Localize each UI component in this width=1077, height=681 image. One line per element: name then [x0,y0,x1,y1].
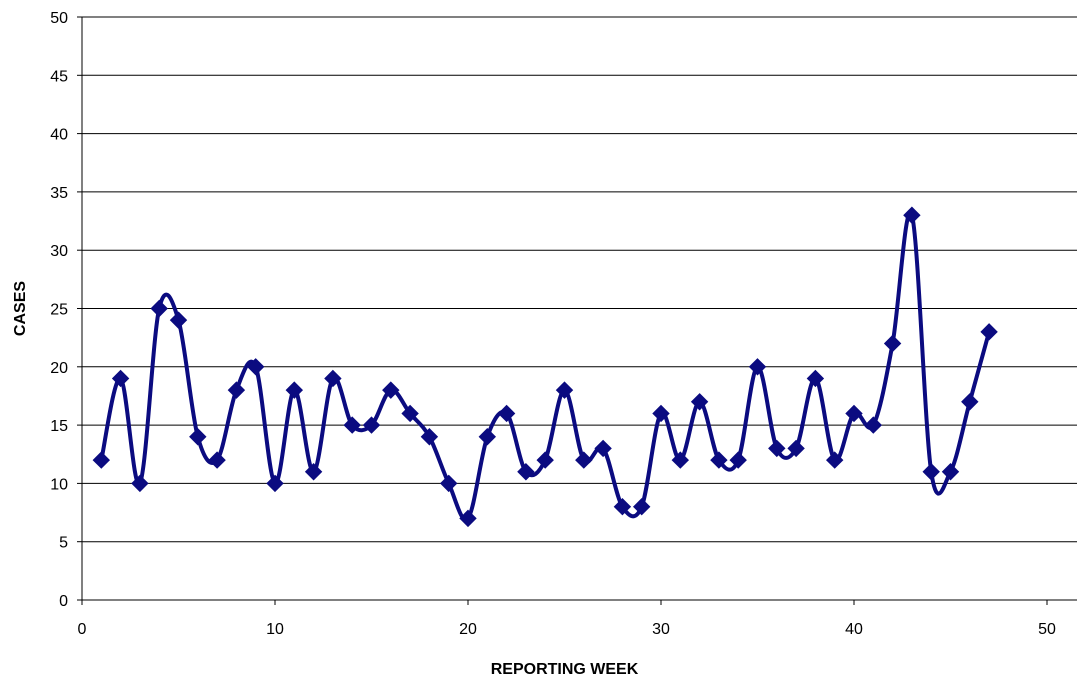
data-point-week-2 [111,369,130,388]
y-tick-label-5: 5 [59,535,68,552]
y-tick-label-45: 45 [50,68,68,85]
tick-marks [77,16,1048,605]
data-point-week-22 [497,404,516,423]
data-point-week-6 [189,428,207,446]
data-point-week-5 [169,311,188,329]
x-tick-label-50: 50 [1038,621,1056,638]
data-point-week-19 [439,474,458,493]
y-tick-label-0: 0 [59,593,68,610]
y-tick-label-20: 20 [50,360,68,377]
data-point-week-27 [594,439,612,458]
y-tick-label-35: 35 [50,185,68,202]
y-tick-labels: 0 5 10 15 20 25 30 35 40 45 50 [50,10,68,610]
data-point-week-44 [922,463,940,481]
data-point-week-1 [92,451,111,469]
data-point-week-26 [575,451,593,469]
data-point-week-47 [980,323,998,341]
data-point-week-21 [478,428,497,446]
data-point-week-40 [845,404,863,423]
x-tick-label-0: 0 [78,621,87,638]
y-tick-label-10: 10 [50,476,68,493]
data-point-week-38 [806,369,825,388]
x-tick-label-40: 40 [845,621,863,638]
x-tick-labels: 0 10 20 30 40 50 [78,621,1056,638]
y-axis-title: CASES [12,281,29,336]
y-tick-label-40: 40 [50,127,68,144]
y-tick-label-30: 30 [50,243,68,260]
data-point-week-20 [459,509,477,528]
data-point-week-11 [285,381,304,399]
data-point-week-16 [382,381,400,399]
data-point-week-29 [632,498,651,516]
data-point-week-43 [903,206,921,224]
series-markers [92,206,998,528]
x-axis-title: REPORTING WEEK [491,661,639,678]
y-tick-label-25: 25 [50,302,68,319]
data-point-week-30 [652,404,670,423]
data-point-week-46 [961,393,979,411]
data-point-week-41 [864,416,883,434]
data-point-week-24 [536,451,554,469]
data-point-week-45 [941,463,960,481]
data-point-week-17 [401,404,419,423]
data-point-week-15 [362,416,381,434]
x-tick-label-20: 20 [459,621,477,638]
data-point-week-8 [227,381,246,399]
x-tick-label-10: 10 [266,621,284,638]
data-point-week-7 [208,451,226,469]
data-point-week-13 [324,369,342,388]
data-point-week-37 [787,439,805,458]
data-point-week-3 [131,474,149,493]
y-tick-label-15: 15 [50,418,68,435]
series-line-0 [99,210,992,522]
data-point-week-9 [246,358,265,376]
data-point-week-36 [768,439,786,458]
data-point-week-18 [420,428,439,446]
data-point-week-25 [555,381,574,399]
data-point-week-34 [729,451,747,469]
data-point-week-42 [883,334,902,353]
data-point-week-4 [150,299,168,318]
data-point-week-10 [266,474,284,493]
y-tick-label-50: 50 [50,10,68,27]
series-line [99,210,992,522]
data-point-week-35 [748,358,767,376]
data-point-week-14 [343,416,361,434]
data-point-week-28 [613,498,632,516]
data-point-week-31 [671,451,690,469]
data-point-week-23 [517,463,535,481]
data-point-week-32 [690,393,709,411]
data-point-week-12 [304,463,323,481]
data-point-week-33 [710,451,728,469]
x-tick-label-30: 30 [652,621,670,638]
data-point-week-39 [825,451,844,469]
